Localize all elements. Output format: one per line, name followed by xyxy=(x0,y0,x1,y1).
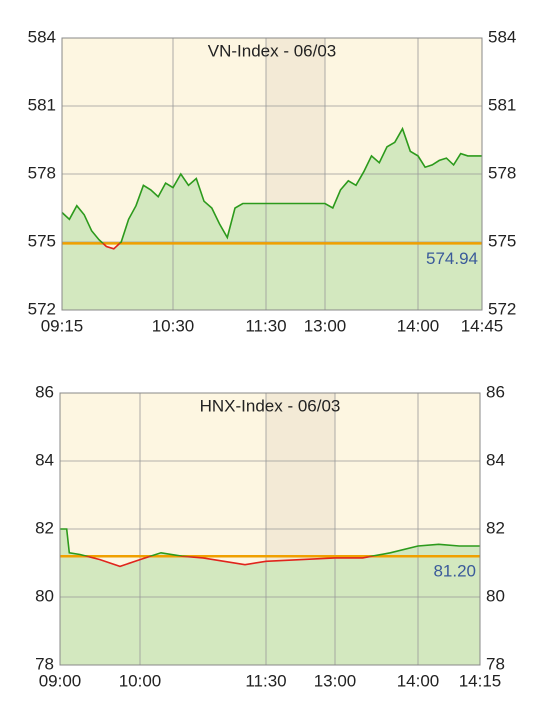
y2-tick-label: 575 xyxy=(488,231,516,250)
y2-tick-label: 82 xyxy=(486,518,505,537)
line xyxy=(60,528,480,557)
x-tick-label: 10:00 xyxy=(119,671,162,690)
x-tick-label: 14:45 xyxy=(461,316,504,335)
plot-frame xyxy=(59,392,481,666)
x-tick-label: 09:00 xyxy=(39,671,82,690)
y-tick-label: 86 xyxy=(35,382,54,401)
reference-label: 574.94 xyxy=(426,249,478,268)
x-tick-label: 13:00 xyxy=(304,316,347,335)
y2-tick-label: 578 xyxy=(488,163,516,182)
y-tick-label: 78 xyxy=(35,654,54,673)
y2-tick-label: 78 xyxy=(486,654,505,673)
x-tick-label: 10:30 xyxy=(152,316,195,335)
y2-tick-label: 80 xyxy=(486,586,505,605)
y-tick-label: 80 xyxy=(35,586,54,605)
chart: 574.94 VN-Index - 06/03 572 572 575 575 578 578… xyxy=(28,27,517,335)
x-tick-label: 14:00 xyxy=(397,671,440,690)
y-tick-label: 581 xyxy=(28,95,56,114)
line-below xyxy=(83,556,377,568)
y2-tick-label: 584 xyxy=(488,27,516,46)
y-tick-label: 84 xyxy=(35,450,54,469)
x-tick-label: 14:15 xyxy=(459,671,502,690)
line xyxy=(62,126,482,244)
plot-frame xyxy=(61,37,483,311)
x-tick-label: 11:30 xyxy=(245,671,286,690)
reference-label: 81.20 xyxy=(433,562,476,581)
x-tick-label: 13:00 xyxy=(314,671,357,690)
y2-tick-label: 86 xyxy=(486,382,505,401)
x-tick-label: 09:15 xyxy=(41,316,84,335)
chart-title: HNX-Index - 06/03 xyxy=(200,396,341,415)
x-tick-label: 11:30 xyxy=(245,316,286,335)
y-tick-label: 572 xyxy=(28,299,56,318)
y-tick-label: 578 xyxy=(28,163,56,182)
y-tick-label: 575 xyxy=(28,231,56,250)
y2-tick-label: 84 xyxy=(486,450,505,469)
chart: 81.20 HNX-Index - 06/03 78 78 80 80 82 82 84 84 86… xyxy=(35,382,505,690)
chart-title: VN-Index - 06/03 xyxy=(208,41,337,60)
y-tick-label: 584 xyxy=(28,27,56,46)
x-tick-label: 14:00 xyxy=(397,316,440,335)
y2-tick-label: 572 xyxy=(488,299,516,318)
y2-tick-label: 581 xyxy=(488,95,516,114)
y-tick-label: 82 xyxy=(35,518,54,537)
